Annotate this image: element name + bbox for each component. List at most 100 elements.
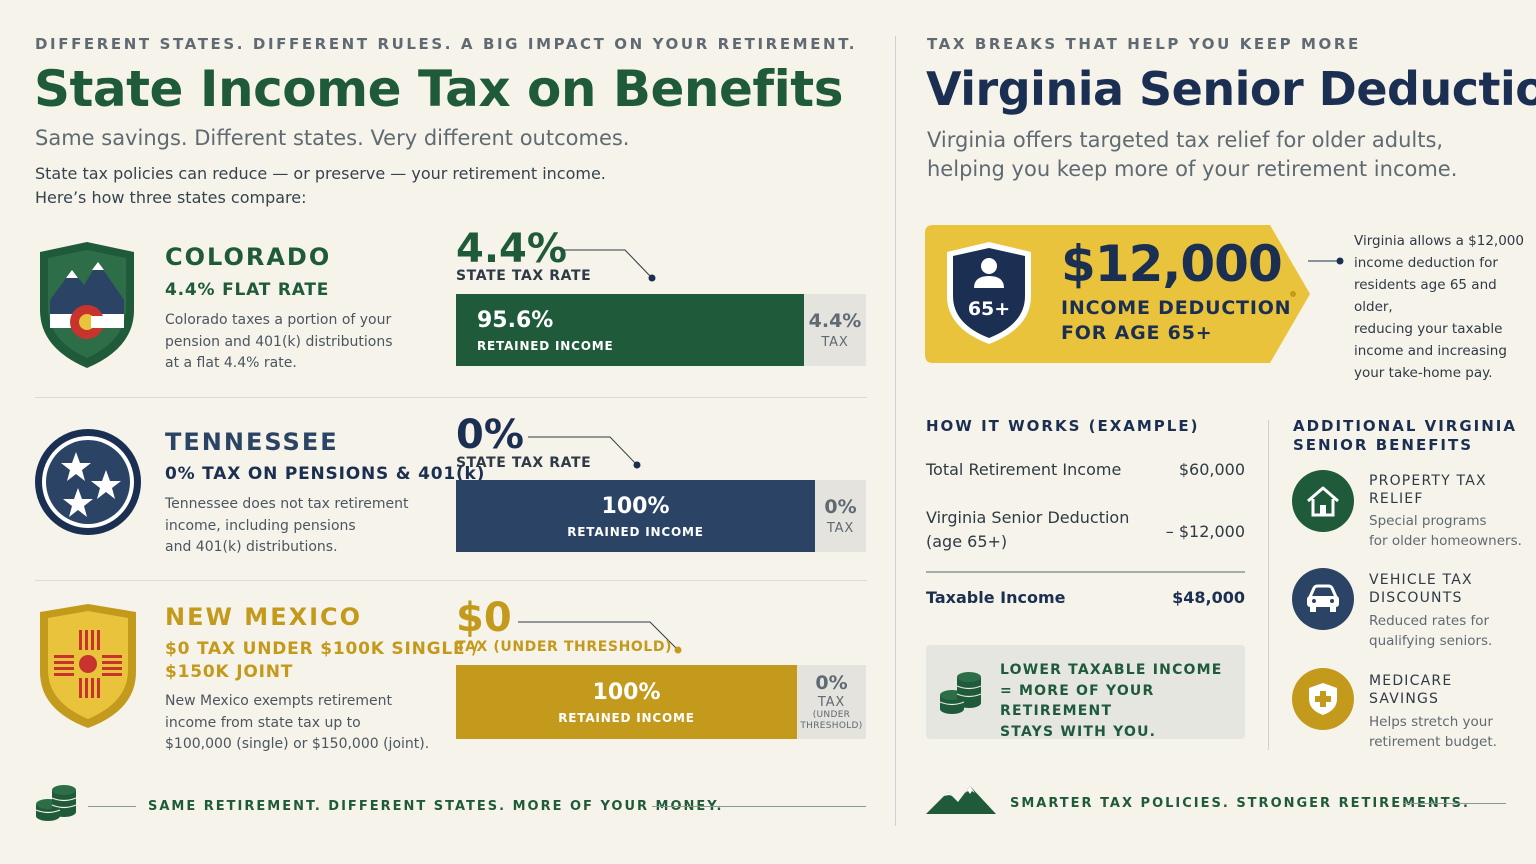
note-line: = MORE OF YOUR RETIREMENT (1000, 682, 1155, 720)
benefits-heading: ADDITIONAL VIRGINIA SENIOR BENEFITS (1293, 417, 1517, 455)
retained-label: RETAINED INCOME (567, 524, 704, 539)
tennessee-stars-icon (34, 428, 142, 536)
benefit-title: PROPERTY TAX RELIEF (1369, 472, 1487, 508)
tax-label: TAX (817, 695, 846, 710)
left-title: State Income Tax on Benefits (34, 60, 843, 118)
right-kicker: TAX BREAKS THAT HELP YOU KEEP MORE (927, 35, 1361, 53)
total-income-label: Total Retirement Income (926, 460, 1122, 479)
new-mexico-bar: 100% RETAINED INCOME 0% TAX (UNDER THRES… (456, 665, 866, 739)
senior-deduction-value: – $12,000 (1165, 522, 1245, 541)
tennessee-rate-label: STATE TAX RATE (456, 455, 592, 471)
deduction-label-line: FOR AGE 65+ (1061, 322, 1213, 344)
tax-pct: 4.4% (808, 310, 862, 332)
new-mexico-rate-label: TAX (UNDER THRESHOLD) (456, 639, 673, 655)
subtitle-line: Virginia offers targeted tax relief for … (927, 128, 1444, 152)
desc-line: Tennessee does not tax retirement (165, 496, 409, 512)
callout-line: your take-home pay. (1354, 365, 1493, 381)
new-mexico-desc: New Mexico exempts retirement income fro… (165, 691, 429, 756)
medical-shield-icon (1292, 668, 1354, 730)
left-footer-text: SAME RETIREMENT. DIFFERENT STATES. MORE … (148, 799, 724, 814)
tax-note: THRESHOLD) (800, 721, 863, 731)
how-it-works-heading: HOW IT WORKS (EXAMPLE) (926, 417, 1200, 435)
row-label-line: Virginia Senior Deduction (926, 508, 1130, 527)
new-mexico-retained-fill: 100% RETAINED INCOME (456, 665, 797, 739)
desc-line: income from state tax up to (165, 714, 361, 731)
tennessee-bar: 100% RETAINED INCOME 0% TAX (456, 480, 866, 552)
callout-pointer (1308, 257, 1344, 265)
retained-pct: 100% (592, 679, 661, 705)
left-kicker: DIFFERENT STATES. DIFFERENT RULES. A BIG… (35, 35, 858, 53)
rate-line: $150K JOINT (165, 662, 294, 682)
heading-line: SENIOR BENEFITS (1293, 436, 1474, 454)
benefit-title-line: MEDICARE (1369, 673, 1453, 689)
row-label-line: (age 65+) (926, 532, 1008, 551)
benefit-desc-line: for older homeowners. (1369, 532, 1522, 549)
benefit-desc: Helps stretch your retirement budget. (1369, 713, 1497, 752)
tax-pct: 0% (815, 672, 848, 694)
intro-line: Here’s how three states compare: (35, 188, 307, 207)
benefit-title: VEHICLE TAX DISCOUNTS (1369, 571, 1473, 607)
benefit-title-line: SAVINGS (1369, 691, 1440, 707)
age-badge-text: 65+ (967, 298, 1011, 320)
total-income-value: $60,000 (1178, 460, 1245, 479)
callout-line: reducing your taxable (1354, 321, 1503, 337)
benefit-title-line: DISCOUNTS (1369, 590, 1463, 606)
desc-line: at a flat 4.4% rate. (165, 355, 297, 371)
retained-label: RETAINED INCOME (558, 710, 695, 725)
colorado-name: COLORADO (165, 243, 332, 271)
callout-line: income deduction for (1354, 255, 1498, 271)
rate-line: $0 TAX UNDER $100K SINGLE / (165, 639, 480, 659)
right-subtitle: Virginia offers targeted tax relief for … (927, 126, 1457, 184)
benefit-title-line: RELIEF (1369, 491, 1424, 507)
right-title: Virginia Senior Deductions (926, 62, 1536, 116)
summary-note-box: LOWER TAXABLE INCOME = MORE OF YOUR RETI… (926, 645, 1245, 742)
taxable-income-label: Taxable Income (926, 588, 1066, 607)
intro-line: State tax policies can reduce — or prese… (35, 164, 606, 183)
benefit-desc-line: Reduced rates for (1369, 613, 1490, 629)
coin-stack-icon (34, 782, 78, 826)
new-mexico-zia-shield-icon (36, 602, 140, 730)
divider (35, 580, 867, 581)
tennessee-desc: Tennessee does not tax retirement income… (165, 494, 409, 559)
summary-note-text: LOWER TAXABLE INCOME = MORE OF YOUR RETI… (1000, 660, 1245, 742)
retained-pct: 95.6% (477, 307, 554, 333)
deduction-tag: 65+ $12,000 INCOME DEDUCTION FOR AGE 65+ (925, 225, 1310, 363)
tax-label: TAX (826, 521, 855, 536)
tax-note: (UNDER (812, 710, 851, 720)
tax-pct: 0% (824, 496, 857, 518)
colorado-rate-label: STATE TAX RATE (456, 268, 592, 284)
deduction-label: INCOME DEDUCTION FOR AGE 65+ (1061, 296, 1291, 346)
benefit-desc-line: Helps stretch your (1369, 714, 1493, 730)
senior-deduction-label: Virginia Senior Deduction (age 65+) (926, 506, 1129, 554)
coin-stack-icon (938, 669, 984, 717)
retained-label: RETAINED INCOME (477, 338, 614, 353)
left-subtitle: Same savings. Different states. Very dif… (35, 126, 630, 150)
desc-line: Colorado taxes a portion of your (165, 312, 392, 328)
subtitle-line: helping you keep more of your retirement… (927, 157, 1458, 181)
new-mexico-big-rate: $0 (456, 595, 512, 641)
new-mexico-rate-line: $0 TAX UNDER $100K SINGLE / $150K JOINT (165, 638, 479, 684)
section-divider (1268, 420, 1269, 750)
center-divider (895, 36, 896, 826)
retained-pct: 100% (601, 493, 670, 519)
right-footer-text: SMARTER TAX POLICIES. STRONGER RETIREMEN… (1010, 796, 1470, 811)
desc-line: $100,000 (single) or $150,000 (joint). (165, 736, 430, 752)
tennessee-big-rate: 0% (456, 412, 524, 458)
deduction-label-line: INCOME DEDUCTION (1061, 297, 1292, 319)
tennessee-rate-line: 0% TAX ON PENSIONS & 401(k) (165, 464, 486, 484)
colorado-tax-segment: 4.4% TAX (804, 294, 866, 366)
house-icon (1292, 470, 1354, 532)
footer-rule (652, 806, 866, 807)
colorado-desc: Colorado taxes a portion of your pension… (165, 310, 393, 375)
colorado-big-rate: 4.4% (456, 226, 567, 272)
left-intro: State tax policies can reduce — or prese… (35, 162, 606, 210)
mountain-icon (924, 782, 998, 816)
colorado-retained-fill: 95.6% RETAINED INCOME (456, 294, 804, 366)
footer-rule (1404, 803, 1506, 804)
desc-line: and 401(k) distributions. (165, 539, 338, 555)
benefit-desc-line: retirement budget. (1369, 733, 1497, 750)
tennessee-tax-segment: 0% TAX (815, 480, 866, 552)
benefit-desc: Special programs for older homeowners. (1369, 512, 1522, 551)
note-line: STAYS WITH YOU. (1000, 723, 1157, 740)
colorado-shield-icon (36, 240, 138, 370)
